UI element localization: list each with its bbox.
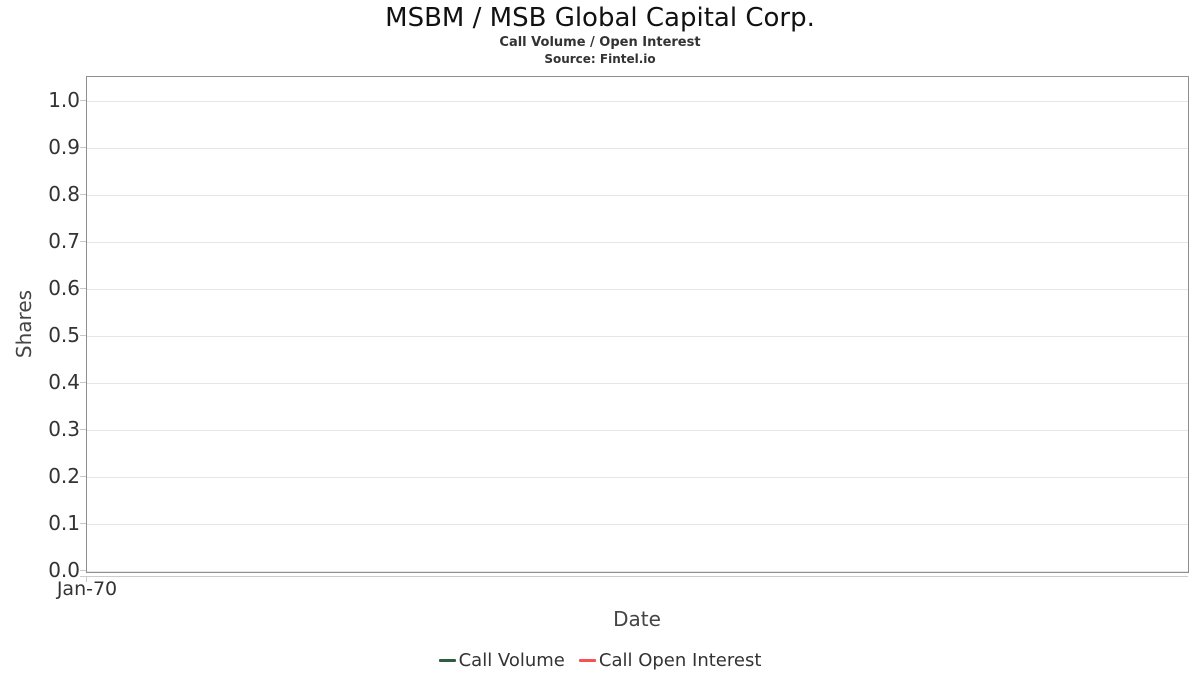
gridline (87, 524, 1188, 525)
y-axis-tick-label: 0.7 (48, 229, 80, 253)
y-axis-tick-label: 1.0 (48, 88, 80, 112)
gridline (87, 571, 1188, 572)
legend-item-call-volume[interactable]: Call Volume (438, 649, 565, 671)
chart-title: MSBM / MSB Global Capital Corp. (385, 3, 815, 33)
chart-source-note: Source: Fintel.io (544, 52, 656, 66)
y-axis-label: Shares (12, 289, 36, 359)
y-axis-tick-mark (80, 429, 86, 430)
y-axis-tick-mark (80, 288, 86, 289)
gridline (87, 195, 1188, 196)
y-axis-tick-mark (80, 523, 86, 524)
y-axis-tick-label: 0.6 (48, 276, 80, 300)
y-axis-tick-label: 0.4 (48, 370, 80, 394)
y-axis-tick-label: 0.5 (48, 323, 80, 347)
y-axis-tick-label: 0.1 (48, 511, 80, 535)
y-axis-tick-mark (80, 100, 86, 101)
gridline (87, 289, 1188, 290)
x-axis-line (80, 576, 1188, 577)
y-axis-tick-label: 0.0 (48, 558, 80, 582)
y-axis-tick-label: 0.8 (48, 182, 80, 206)
y-axis-tick-mark (80, 476, 86, 477)
y-axis-tick-mark (80, 194, 86, 195)
y-axis-tick-label: 0.3 (48, 417, 80, 441)
gridline (87, 336, 1188, 337)
gridline (87, 242, 1188, 243)
x-axis-tick-mark (86, 576, 87, 582)
y-axis-tick-mark (80, 335, 86, 336)
gridline (87, 430, 1188, 431)
legend-series-label: Call Open Interest (598, 649, 762, 671)
y-axis-tick-mark (80, 241, 86, 242)
x-axis-tick-label: Jan-70 (56, 578, 118, 600)
gridline (87, 101, 1188, 102)
gridline (87, 148, 1188, 149)
gridline (87, 477, 1188, 478)
legend-series-dash-icon (438, 658, 456, 662)
plot-area (86, 76, 1189, 573)
legend: Call Volume Call Open Interest (0, 646, 1200, 674)
y-axis-tick-mark (80, 382, 86, 383)
legend-series-label: Call Volume (458, 649, 565, 671)
y-axis-tick-mark (80, 147, 86, 148)
gridline (87, 383, 1188, 384)
chart-subtitle: Call Volume / Open Interest (499, 35, 701, 50)
legend-series-dash-icon (578, 658, 596, 662)
y-axis-tick-mark (80, 570, 86, 571)
y-axis-tick-label: 0.2 (48, 464, 80, 488)
legend-item-call-open-interest[interactable]: Call Open Interest (578, 649, 762, 671)
x-axis-label: Date (613, 607, 661, 631)
y-axis-tick-label: 0.9 (48, 135, 80, 159)
